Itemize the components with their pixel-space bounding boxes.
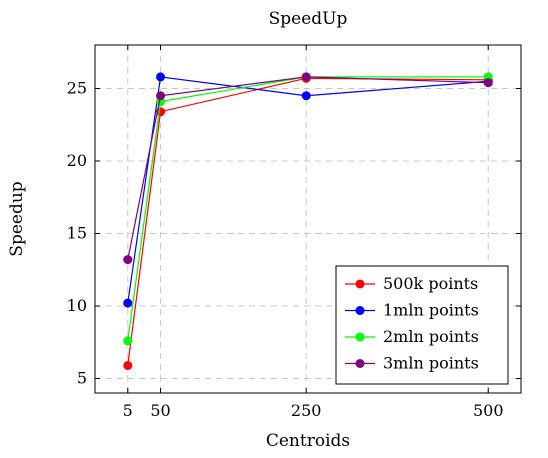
data-point xyxy=(156,91,166,101)
y-tick-label: 15 xyxy=(67,224,87,243)
x-tick-label: 250 xyxy=(291,401,322,420)
x-axis-label: Centroids xyxy=(266,431,350,451)
data-point xyxy=(123,336,133,346)
legend-marker xyxy=(355,279,365,289)
chart-title: SpeedUp xyxy=(269,9,348,29)
tick-labels: 5 50 250 500 5 10 15 20 25 xyxy=(67,79,504,421)
data-point xyxy=(123,298,133,308)
legend-marker xyxy=(355,359,365,368)
legend-label: 500k points xyxy=(383,274,478,293)
y-axis-label: Speedup xyxy=(7,181,27,256)
data-point xyxy=(156,72,166,82)
plot-frame xyxy=(94,44,522,394)
x-tick-label: 5 xyxy=(123,401,133,420)
data-point xyxy=(123,255,133,265)
data-point xyxy=(301,72,311,82)
x-tick-label: 500 xyxy=(473,401,504,420)
legend-marker xyxy=(355,332,365,342)
legend-box xyxy=(335,265,509,385)
data-point xyxy=(483,78,493,88)
axis-ticks xyxy=(95,45,521,393)
y-tick-label: 10 xyxy=(67,296,87,315)
y-tick-label: 20 xyxy=(67,151,87,170)
legend-label: 2mln points xyxy=(383,327,479,346)
series-line xyxy=(127,76,489,260)
series-group xyxy=(123,72,493,265)
series-line xyxy=(127,76,489,341)
y-tick-label: 5 xyxy=(77,369,87,388)
series-line xyxy=(127,77,489,366)
legend-marker xyxy=(355,306,365,315)
data-point xyxy=(301,91,311,101)
x-tick-label: 50 xyxy=(150,401,170,420)
legend-label: 3mln points xyxy=(383,354,479,373)
legend-label: 1mln points xyxy=(383,301,479,320)
data-point xyxy=(123,360,133,370)
y-tick-label: 25 xyxy=(67,79,87,98)
legend: 500k points 1mln points 2mln points 3mln po… xyxy=(335,265,509,385)
series-layer xyxy=(123,72,493,370)
